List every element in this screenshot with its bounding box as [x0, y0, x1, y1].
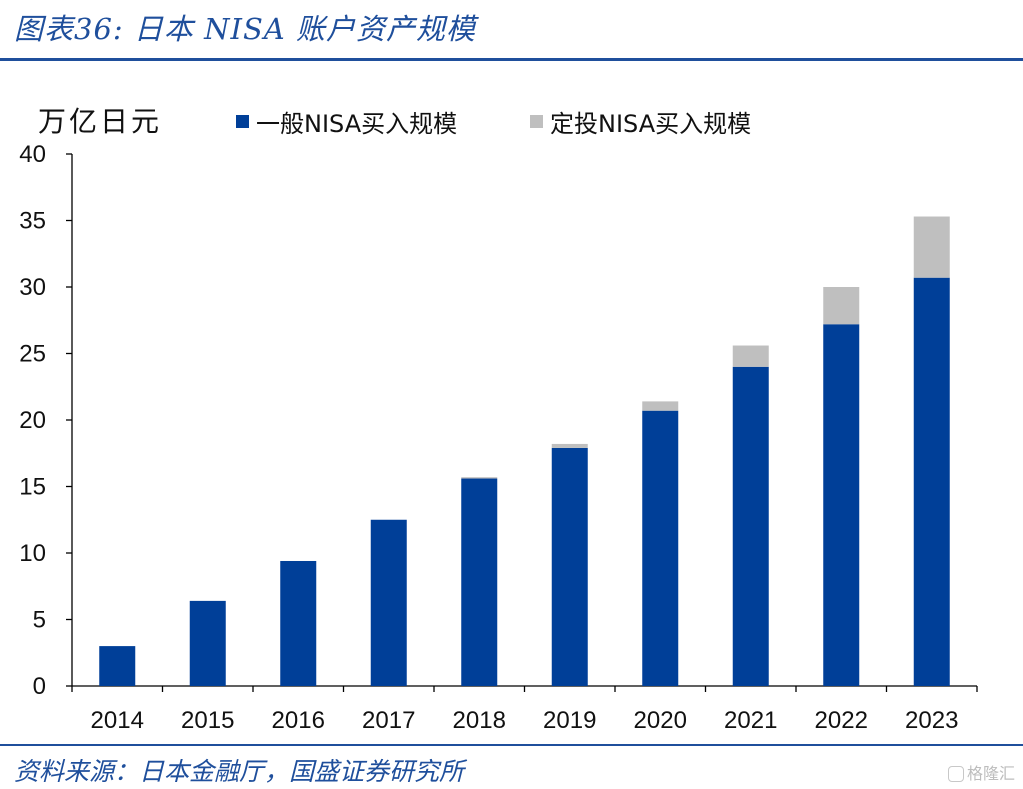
bar-tsumitate	[913, 216, 950, 278]
watermark-logo-icon	[947, 766, 964, 782]
bar-general	[732, 366, 769, 686]
bar-general	[642, 410, 679, 686]
y-tick-label: 15	[19, 474, 46, 501]
bar-tsumitate	[551, 443, 588, 448]
y-tick-label: 35	[19, 208, 46, 235]
footer-divider	[0, 744, 1023, 746]
y-tick-label: 5	[33, 607, 46, 634]
legend-label-tsumitate: 定投NISA买入规模	[550, 110, 752, 138]
y-tick-label: 25	[19, 341, 46, 368]
y-axis-unit-label: 万亿日元	[38, 105, 163, 138]
bar-general	[280, 560, 317, 686]
x-tick-label: 2017	[362, 707, 415, 734]
bar-general	[823, 324, 860, 686]
bar-general	[551, 447, 588, 686]
x-tick-label: 2022	[815, 707, 868, 734]
source-note: 资料来源：日本金融厅，国盛证券研究所	[14, 757, 465, 786]
legend-item-tsumitate: 定投NISA买入规模	[530, 104, 751, 139]
watermark-text: 格隆汇	[966, 764, 1015, 783]
x-tick-label: 2019	[543, 707, 596, 734]
bar-chart: 0 5 10 15 20 25 30 35 40 2014 2015 2016 2017 2018 2019…	[19, 141, 978, 734]
x-tick-label: 2020	[634, 707, 687, 734]
y-tick-label: 20	[19, 407, 46, 434]
y-tick-label: 30	[19, 274, 46, 301]
x-tick-label: 2014	[91, 707, 144, 734]
bar-tsumitate	[823, 287, 860, 325]
x-tick-label: 2021	[724, 707, 777, 734]
legend-item-general: 一般NISA买入规模	[236, 104, 457, 139]
x-tick-label: 2023	[905, 707, 958, 734]
x-tick-label: 2018	[453, 707, 506, 734]
x-tick-label: 2015	[181, 707, 234, 734]
x-tick-label: 2016	[272, 707, 325, 734]
y-tick-label: 40	[19, 141, 46, 168]
bar-general	[913, 277, 950, 686]
figure-title: 图表36: 日本 NISA 账户资产规模	[14, 12, 476, 46]
title-divider	[0, 58, 1023, 61]
bar-general	[99, 646, 136, 686]
bar-tsumitate	[642, 401, 679, 411]
legend-swatch-tsumitate	[530, 115, 543, 128]
bar-tsumitate	[732, 345, 769, 367]
y-tick-label: 0	[33, 673, 46, 700]
legend-label-general: 一般NISA买入规模	[256, 110, 458, 138]
bar-general	[461, 478, 498, 686]
bar-general	[189, 600, 226, 686]
watermark: 格隆汇	[947, 760, 1015, 784]
bar-tsumitate	[461, 477, 498, 479]
bar-general	[370, 519, 407, 686]
legend-swatch-general	[236, 115, 249, 128]
y-tick-label: 10	[19, 540, 46, 567]
